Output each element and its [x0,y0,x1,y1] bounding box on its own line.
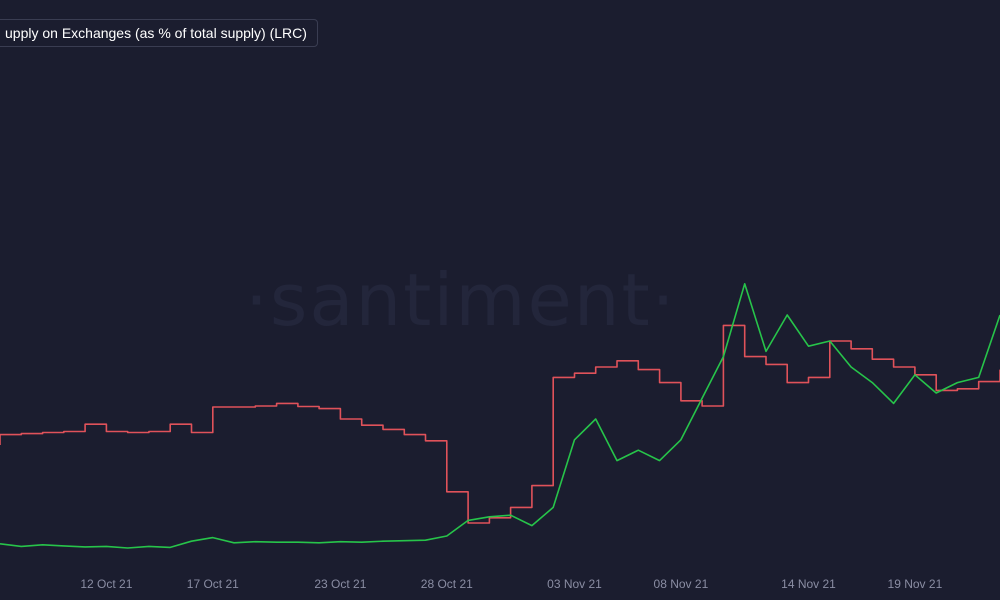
series-layer [0,283,1000,549]
x-tick-label: 08 Nov 21 [653,577,709,591]
x-tick-label: 12 Oct 21 [80,577,133,591]
legend-label: upply on Exchanges (as % of total supply… [0,19,318,47]
x-tick-label: 17 Oct 21 [186,577,239,591]
supply-on-exchanges-line [0,324,1000,524]
x-tick-label: 28 Oct 21 [420,577,473,591]
x-tick-label: 19 Nov 21 [887,577,943,591]
x-tick-label: 23 Oct 21 [314,577,367,591]
price-line [0,283,1000,549]
santiment-watermark: ·santiment· [245,258,677,342]
x-tick-label: 14 Nov 21 [781,577,836,591]
x-tick-label: 03 Nov 21 [547,577,602,591]
